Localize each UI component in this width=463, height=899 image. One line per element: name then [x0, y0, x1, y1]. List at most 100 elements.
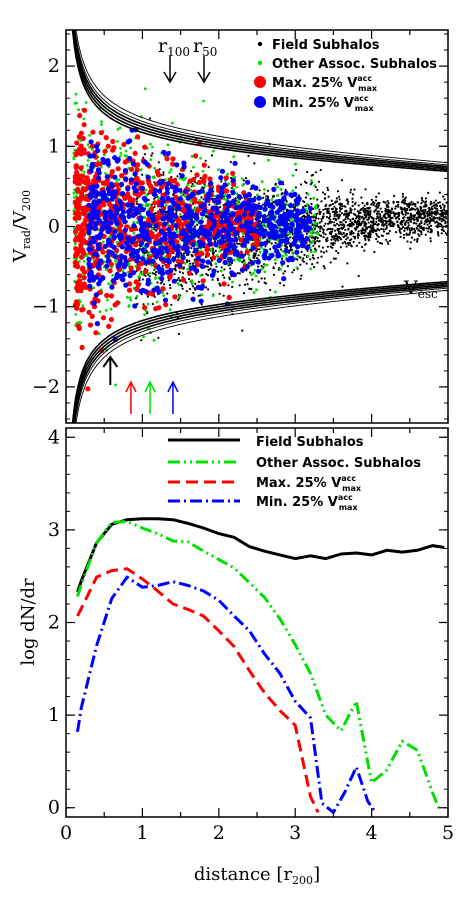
field-point [393, 215, 396, 218]
field-point [411, 203, 414, 206]
field-point [329, 218, 332, 221]
min-point [122, 168, 128, 174]
max-point [167, 274, 173, 280]
other-point [75, 220, 78, 224]
field-point [185, 259, 188, 262]
other-point [223, 193, 227, 197]
field-point [375, 212, 378, 215]
field-point [368, 231, 371, 234]
field-point [433, 216, 436, 219]
min-point [295, 222, 301, 228]
min-point [213, 205, 219, 211]
field-point [370, 203, 373, 206]
other-point [276, 194, 280, 197]
field-point [389, 216, 392, 219]
other-point [310, 250, 313, 254]
field-point [299, 277, 302, 280]
min-point [216, 199, 222, 205]
field-point [322, 236, 325, 239]
other-point [236, 202, 240, 205]
min-point [231, 244, 237, 250]
field-point [207, 166, 210, 169]
max-point [128, 166, 135, 172]
field-point [357, 274, 360, 278]
field-point [320, 250, 323, 253]
field-point [338, 214, 341, 217]
field-point [422, 226, 425, 229]
field-point [339, 237, 342, 240]
min-point [112, 174, 118, 180]
field-point [396, 205, 400, 208]
other-point [78, 300, 82, 304]
field-point [385, 224, 388, 227]
min-point [283, 221, 289, 227]
field-point [357, 232, 360, 235]
field-point [373, 202, 376, 205]
min-point [241, 241, 247, 247]
field-point [250, 287, 253, 290]
field-point [369, 236, 372, 239]
field-point [336, 200, 339, 203]
field-point [378, 212, 381, 215]
field-point [337, 232, 340, 235]
min-point [109, 284, 115, 290]
field-point [266, 195, 269, 198]
other-point [125, 154, 128, 158]
max-point [116, 226, 122, 232]
max-point [80, 205, 86, 212]
min-point [127, 138, 133, 144]
field-point [318, 221, 321, 224]
field-point [325, 215, 328, 219]
other-point [119, 151, 123, 155]
other-point [118, 126, 122, 130]
other-point [199, 274, 203, 277]
min-point [146, 222, 152, 228]
min-point [172, 188, 178, 194]
min-point [283, 248, 289, 254]
field-point [182, 252, 185, 255]
field-point [341, 224, 344, 227]
other-point [77, 108, 80, 112]
max-point [142, 269, 149, 275]
field-point [246, 283, 249, 286]
max-point [153, 234, 159, 240]
min-point [177, 262, 183, 269]
field-point [444, 220, 447, 223]
min-point [286, 257, 292, 263]
field-point [382, 224, 385, 228]
field-point [405, 226, 409, 229]
other-point [109, 307, 113, 311]
min-point [158, 202, 164, 208]
field-point [191, 182, 194, 185]
min-point [307, 218, 313, 224]
field-point [182, 267, 185, 270]
other-point [154, 277, 157, 280]
min-point [232, 160, 238, 166]
min-point [262, 252, 268, 258]
field-point [390, 212, 393, 215]
field-point [248, 287, 251, 290]
max-point [91, 178, 97, 184]
field-point [369, 215, 373, 218]
field-point [355, 227, 358, 230]
field-point [163, 154, 166, 157]
max-point [156, 172, 162, 178]
field-point [302, 206, 305, 209]
field-point [371, 230, 374, 233]
field-point [425, 218, 428, 221]
field-point [300, 250, 303, 253]
other-point [148, 271, 152, 275]
field-point [140, 339, 143, 342]
field-point [312, 244, 315, 247]
max-point [132, 150, 138, 156]
field-point [361, 201, 364, 205]
field-point [241, 329, 244, 332]
max-point [110, 138, 116, 145]
min-point [225, 229, 231, 235]
field-point [238, 272, 241, 275]
field-point [416, 240, 419, 243]
min-point [93, 292, 100, 298]
min-point [209, 226, 215, 232]
min-point [100, 156, 106, 163]
field-point [223, 268, 226, 271]
